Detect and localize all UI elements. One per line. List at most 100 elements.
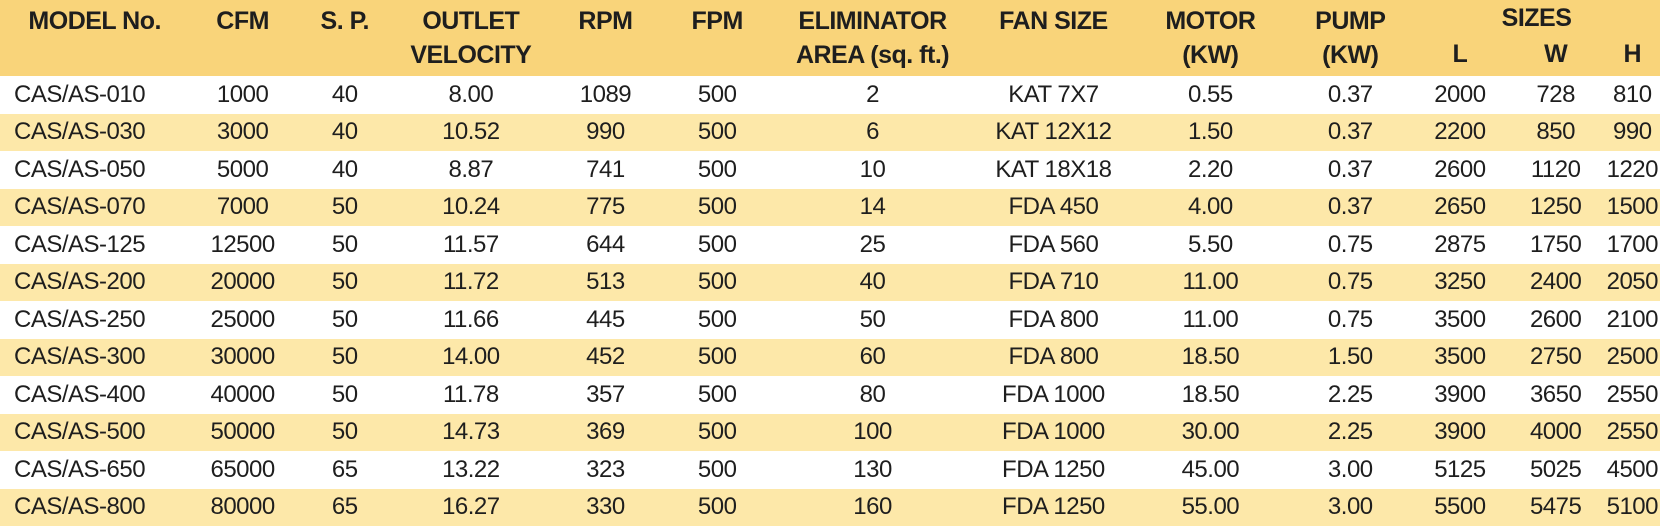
- cell-rpm: 323: [547, 451, 663, 489]
- cell-eliminator-area: 130: [771, 451, 974, 489]
- header-pump-line1: PUMP: [1315, 7, 1386, 35]
- cell-fan-size: FDA 1000: [973, 413, 1134, 451]
- cell-fpm: 500: [662, 301, 772, 339]
- cell-motor-kw: 1.50: [1133, 113, 1288, 151]
- cell-size-l: 5500: [1413, 488, 1507, 526]
- table-row: CAS/AS-300 30000 50 14.00 452 500 60 FDA 800 18.…: [0, 338, 1660, 376]
- cell-size-h: 4500: [1604, 451, 1660, 489]
- header-pump: PUMP (KW): [1287, 0, 1414, 76]
- cell-outlet-velocity: 11.66: [393, 301, 548, 339]
- header-elim-line2: AREA (sq. ft.): [795, 41, 950, 69]
- cell-pump-kw: 0.75: [1287, 263, 1414, 301]
- cell-fpm: 500: [662, 451, 772, 489]
- cell-sp: 50: [295, 376, 394, 414]
- header-size-w: W: [1506, 40, 1605, 76]
- cell-fpm: 500: [662, 413, 772, 451]
- cell-size-w: 2600: [1506, 301, 1605, 339]
- header-row-1: MODEL No. CFM S. P. OUTLET VELOCITY RPM F…: [0, 0, 1660, 76]
- cell-cfm: 40000: [189, 376, 296, 414]
- cell-size-l: 2000: [1413, 76, 1507, 114]
- cell-fpm: 500: [662, 338, 772, 376]
- cell-pump-kw: 0.75: [1287, 301, 1414, 339]
- cell-pump-kw: 0.75: [1287, 226, 1414, 264]
- table-header: MODEL No. CFM S. P. OUTLET VELOCITY RPM F…: [0, 0, 1660, 76]
- cell-rpm: 741: [547, 151, 663, 189]
- cell-model: CAS/AS-650: [0, 451, 190, 489]
- header-row-2: L W H: [0, 40, 1660, 76]
- cell-pump-kw: 0.37: [1287, 76, 1414, 114]
- cell-outlet-velocity: 16.27: [393, 488, 548, 526]
- cell-size-w: 5475: [1506, 488, 1605, 526]
- cell-pump-kw: 3.00: [1287, 488, 1414, 526]
- cell-cfm: 3000: [189, 113, 296, 151]
- cell-size-w: 5025: [1506, 451, 1605, 489]
- cell-fan-size: FDA 1250: [973, 451, 1134, 489]
- cell-fpm: 500: [662, 226, 772, 264]
- cell-model: CAS/AS-400: [0, 376, 190, 414]
- table-row: CAS/AS-650 65000 65 13.22 323 500 130 FDA 1250 4…: [0, 451, 1660, 489]
- cell-outlet-velocity: 14.73: [393, 413, 548, 451]
- cell-pump-kw: 3.00: [1287, 451, 1414, 489]
- cell-size-h: 1500: [1604, 188, 1660, 226]
- cell-model: CAS/AS-200: [0, 263, 190, 301]
- cell-outlet-velocity: 10.52: [393, 113, 548, 151]
- cell-size-w: 1120: [1506, 151, 1605, 189]
- header-motor-line2: (KW): [1182, 41, 1239, 69]
- table-row: CAS/AS-010 1000 40 8.00 1089 500 2 KAT 7X7 0.55 0…: [0, 76, 1660, 114]
- table-row: CAS/AS-050 5000 40 8.87 741 500 10 KAT 18X18 2.2…: [0, 151, 1660, 189]
- cell-size-h: 2100: [1604, 301, 1660, 339]
- cell-fpm: 500: [662, 76, 772, 114]
- cell-size-l: 3900: [1413, 376, 1507, 414]
- cell-eliminator-area: 10: [771, 151, 974, 189]
- cell-outlet-velocity: 8.00: [393, 76, 548, 114]
- cell-rpm: 644: [547, 226, 663, 264]
- cell-size-l: 2650: [1413, 188, 1507, 226]
- cell-eliminator-area: 50: [771, 301, 974, 339]
- cell-size-l: 5125: [1413, 451, 1507, 489]
- cell-pump-kw: 1.50: [1287, 338, 1414, 376]
- cell-sp: 50: [295, 301, 394, 339]
- cell-fpm: 500: [662, 263, 772, 301]
- cell-size-h: 990: [1604, 113, 1660, 151]
- cell-cfm: 25000: [189, 301, 296, 339]
- cell-cfm: 12500: [189, 226, 296, 264]
- cell-model: CAS/AS-030: [0, 113, 190, 151]
- cell-rpm: 513: [547, 263, 663, 301]
- cell-fan-size: KAT 7X7: [973, 76, 1134, 114]
- cell-rpm: 452: [547, 338, 663, 376]
- cell-size-w: 850: [1506, 113, 1605, 151]
- cell-fpm: 500: [662, 188, 772, 226]
- cell-size-w: 4000: [1506, 413, 1605, 451]
- cell-sp: 50: [295, 188, 394, 226]
- cell-rpm: 1089: [547, 76, 663, 114]
- cell-motor-kw: 55.00: [1133, 488, 1288, 526]
- header-sizes: SIZES: [1413, 0, 1660, 40]
- cell-fpm: 500: [662, 151, 772, 189]
- cell-fpm: 500: [662, 376, 772, 414]
- cell-eliminator-area: 160: [771, 488, 974, 526]
- cell-model: CAS/AS-250: [0, 301, 190, 339]
- cell-motor-kw: 11.00: [1133, 301, 1288, 339]
- cell-cfm: 30000: [189, 338, 296, 376]
- cell-outlet-velocity: 13.22: [393, 451, 548, 489]
- cell-rpm: 357: [547, 376, 663, 414]
- cell-fpm: 500: [662, 488, 772, 526]
- cell-model: CAS/AS-070: [0, 188, 190, 226]
- cell-model: CAS/AS-010: [0, 76, 190, 114]
- table-row: CAS/AS-125 12500 50 11.57 644 500 25 FDA 560 5.5…: [0, 226, 1660, 264]
- header-pump-line2: (KW): [1322, 41, 1379, 69]
- cell-fan-size: KAT 18X18: [973, 151, 1134, 189]
- cell-outlet-velocity: 8.87: [393, 151, 548, 189]
- cell-motor-kw: 5.50: [1133, 226, 1288, 264]
- cell-model: CAS/AS-500: [0, 413, 190, 451]
- table-body: CAS/AS-010 1000 40 8.00 1089 500 2 KAT 7X7 0.55 0…: [0, 76, 1660, 526]
- cell-sp: 40: [295, 113, 394, 151]
- cell-rpm: 775: [547, 188, 663, 226]
- cell-motor-kw: 0.55: [1133, 76, 1288, 114]
- cell-size-w: 1250: [1506, 188, 1605, 226]
- table-row: CAS/AS-250 25000 50 11.66 445 500 50 FDA 800 11.…: [0, 301, 1660, 339]
- cell-fan-size: FDA 1250: [973, 488, 1134, 526]
- cell-sp: 50: [295, 413, 394, 451]
- cell-sp: 50: [295, 226, 394, 264]
- cell-fan-size: FDA 1000: [973, 376, 1134, 414]
